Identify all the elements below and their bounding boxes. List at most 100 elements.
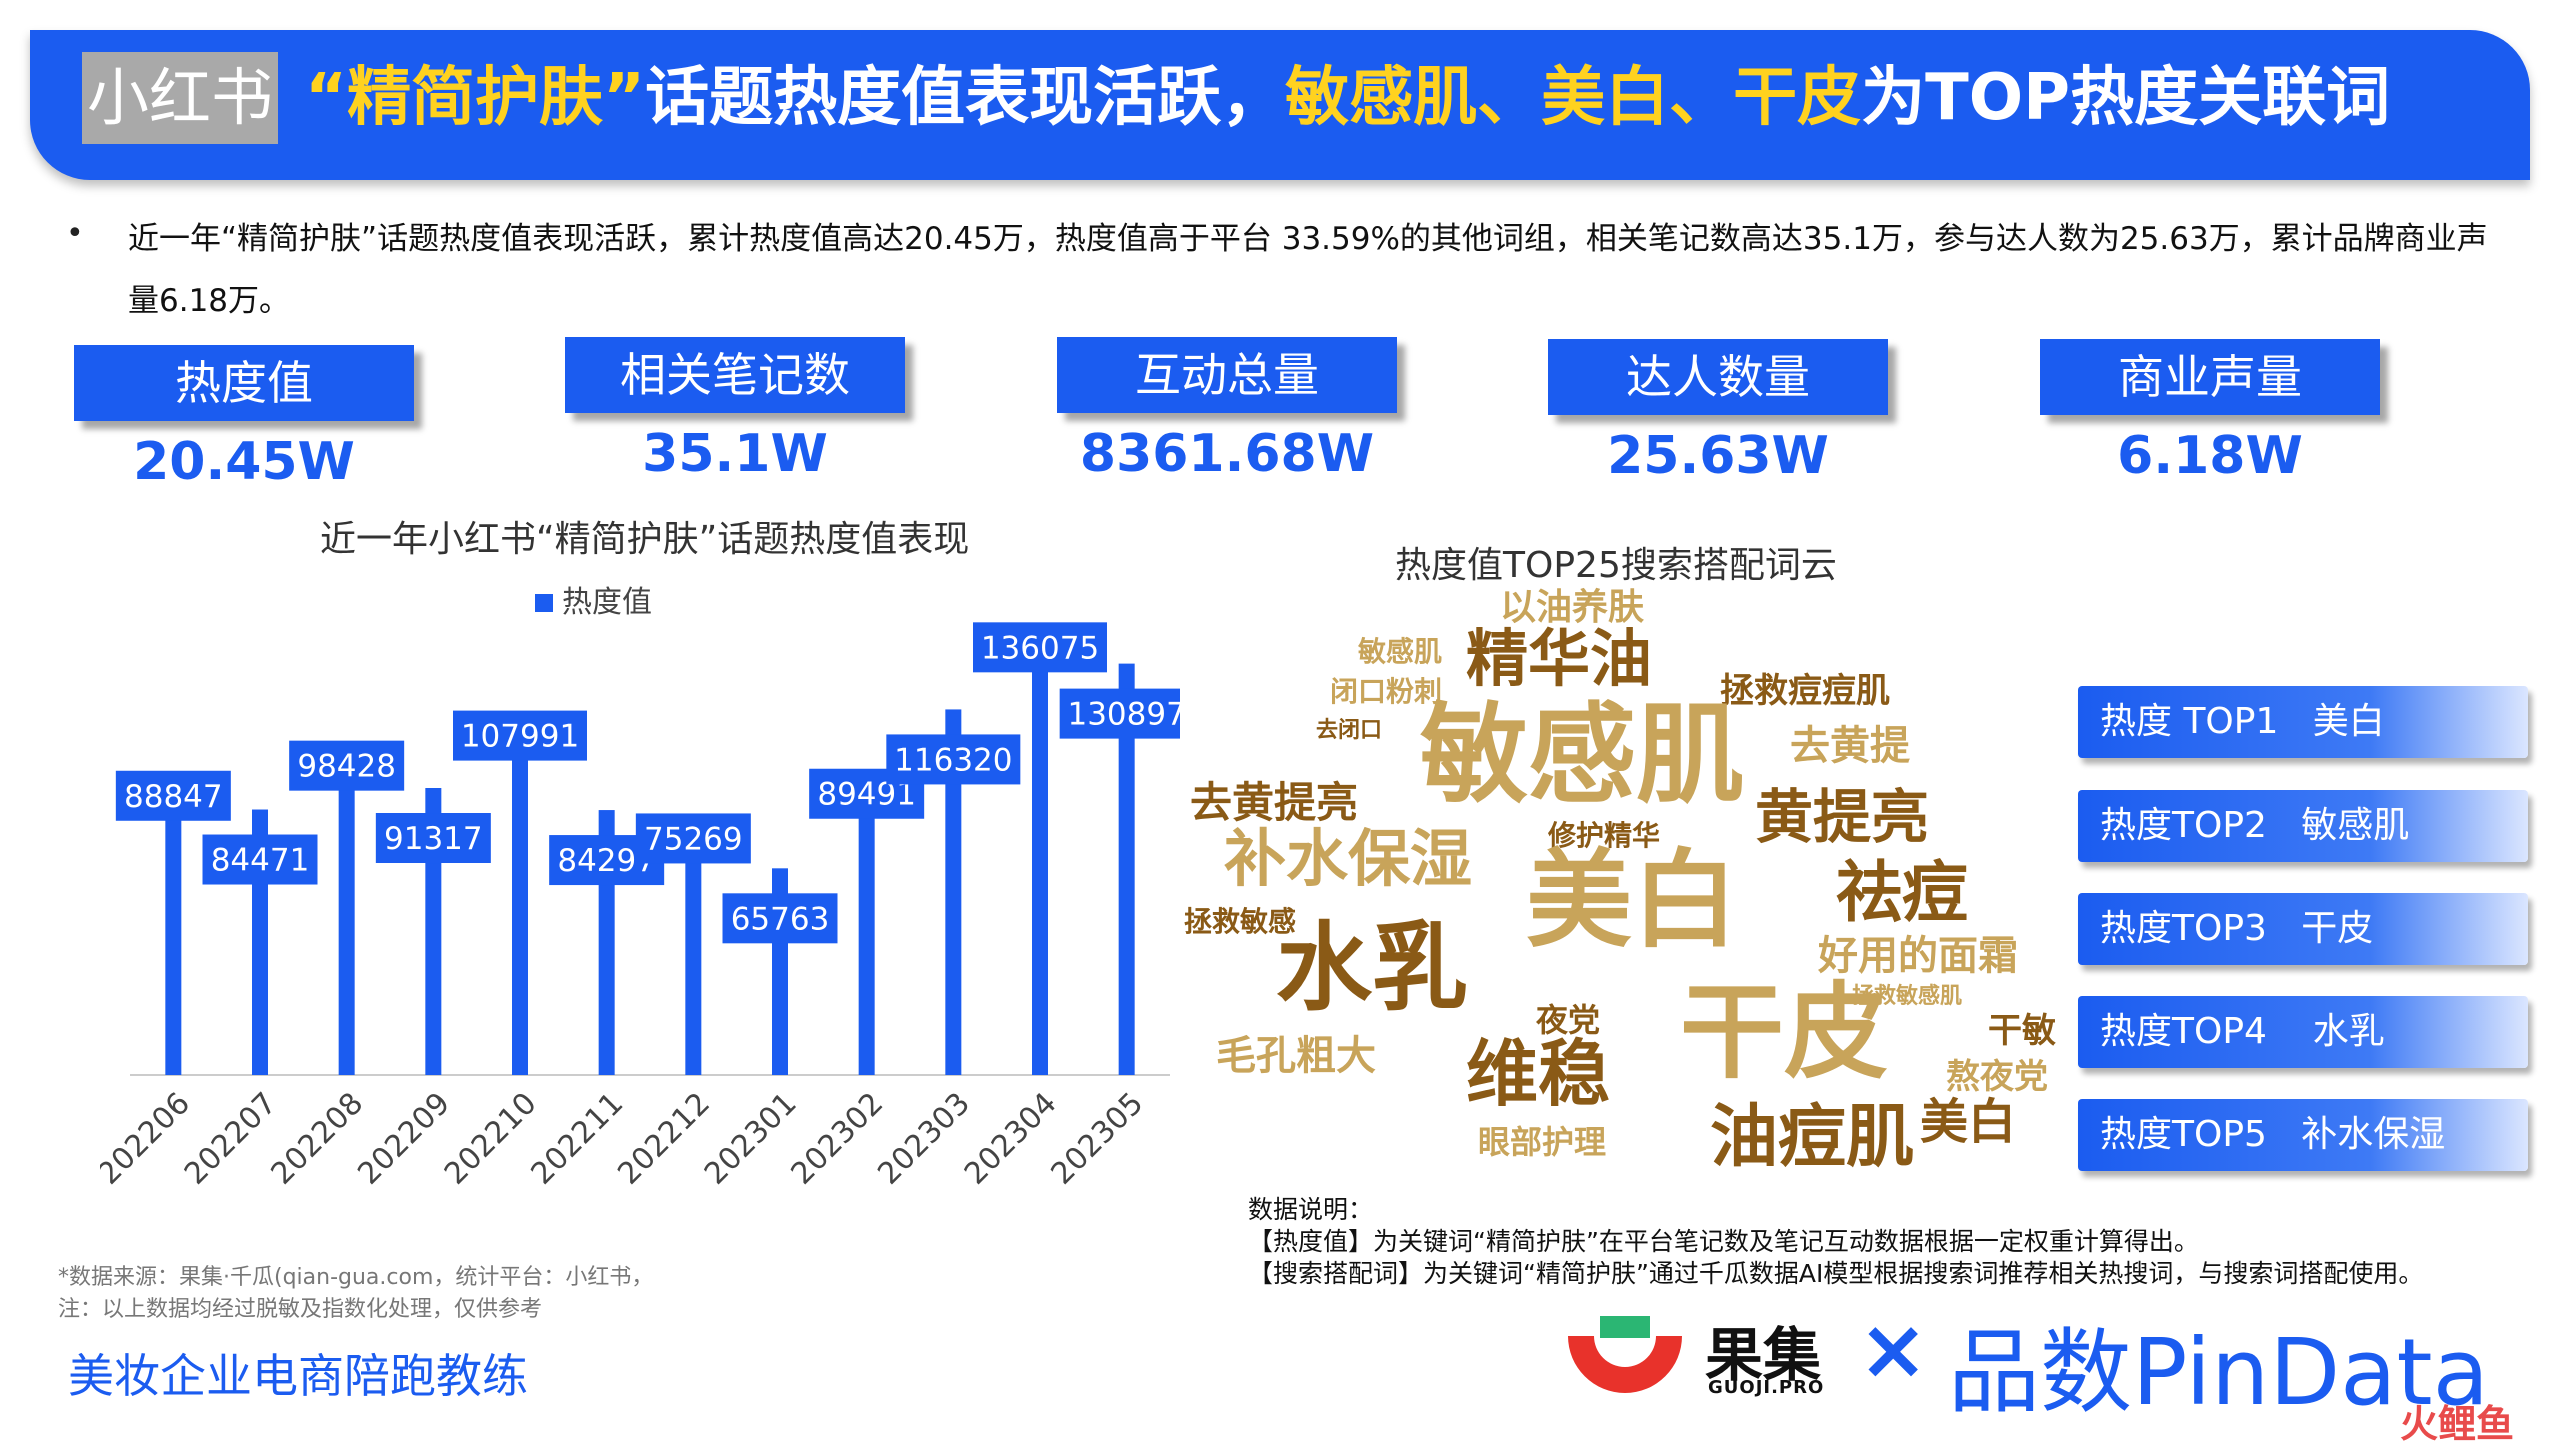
bar-202212 <box>685 838 702 1075</box>
data-label-box-202207 <box>202 834 318 885</box>
kpi-value-notes: 35.1W <box>642 424 828 484</box>
chart-title: 近一年小红书“精简护肤”话题热度值表现 <box>320 519 970 560</box>
data-source: *数据来源：果集·千瓜(qian-gua.com，统计平台：小红书， 注：以上数… <box>58 1262 653 1326</box>
word-22: 熬夜党 <box>1946 1057 2048 1097</box>
data-label-box-202209 <box>375 813 491 864</box>
data-label-box-202304 <box>973 622 1107 673</box>
kpi-value-heat: 20.45W <box>133 432 355 492</box>
data-label-box-202303 <box>886 734 1021 785</box>
legend-label: 热度值 <box>562 585 652 620</box>
word-8: 去黄提亮 <box>1190 778 1359 827</box>
source-line-2: 注：以上数据均经过脱敏及指数化处理，仅供参考 <box>58 1297 543 1322</box>
word-21: 毛孔粗大 <box>1216 1033 1376 1079</box>
data-label-box-202208 <box>289 740 405 791</box>
data-label-202207: 84471 <box>211 843 310 879</box>
word-16: 水乳 <box>1276 912 1468 1024</box>
kpi-value-influencers: 25.63W <box>1607 426 1829 486</box>
bar-202305 <box>1118 663 1135 1075</box>
x-tick-202303: 202303 <box>871 1086 977 1192</box>
data-label-202206: 88847 <box>124 779 223 815</box>
x-tick-202208: 202208 <box>265 1086 371 1192</box>
kpi-label-commercial: 商业声量 <box>2040 339 2380 415</box>
top-keyword-3: 热度TOP3 干皮 <box>2078 893 2528 965</box>
bar-202303 <box>945 709 962 1075</box>
header-banner <box>30 30 2530 180</box>
x-tick-202207: 202207 <box>178 1086 284 1192</box>
page-title: “精简护肤”话题热度值表现活跃，敏感肌、美白、干皮为TOP热度关联词 <box>305 52 2390 144</box>
word-15: 好用的面霜 <box>1818 933 2018 979</box>
x-tick-202210: 202210 <box>438 1086 544 1192</box>
word-23: 维稳 <box>1466 1032 1611 1116</box>
word-25: 油痘肌 <box>1710 1098 1915 1177</box>
footer-slogan: 美妆企业电商陪跑教练 <box>68 1349 528 1403</box>
word-20: 干敏 <box>1988 1011 2056 1051</box>
data-label-202301: 65763 <box>731 901 830 937</box>
word-11: 补水保湿 <box>1224 822 1473 895</box>
kpi-label-interactions: 互动总量 <box>1057 337 1397 413</box>
data-label-202210: 107991 <box>461 719 579 755</box>
data-label-box-202210 <box>453 710 587 761</box>
top-keyword-2: 热度TOP2 敏感肌 <box>2078 790 2528 862</box>
data-label-box-202305 <box>1059 688 1180 739</box>
bar-202206 <box>165 795 182 1075</box>
x-tick-202301: 202301 <box>698 1086 804 1192</box>
legend-swatch <box>535 594 553 612</box>
data-label-202212: 75269 <box>644 821 743 857</box>
data-notes: 数据说明： 【热度值】为关键词“精简护肤”在平台笔记数及笔记互动数据根据一定权重… <box>1248 1194 2423 1290</box>
title-text-1: 话题热度值表现活跃， <box>645 61 1286 135</box>
x-tick-202209: 202209 <box>351 1086 457 1192</box>
top-keyword-4: 热度TOP4 水乳 <box>2078 996 2528 1068</box>
word-3: 闭口粉刺 <box>1330 675 1443 708</box>
x-tick-202211: 202211 <box>525 1086 631 1192</box>
x-tick-202212: 202212 <box>611 1086 717 1192</box>
top-keyword-1: 热度 TOP1 美白 <box>2078 686 2528 758</box>
wordcloud: 以油养肤 敏感肌 精华油 闭口粉刺 拯救痘痘肌 去闭口 敏感肌 去黄提 去黄提亮… <box>1180 590 2060 1190</box>
guoji-logo-icon <box>1568 1316 1682 1393</box>
x-tick-202304: 202304 <box>958 1086 1064 1192</box>
title-text-2: 为TOP热度关联词 <box>1861 61 2391 135</box>
word-4: 拯救痘痘肌 <box>1720 671 1890 711</box>
x-tick-202305: 202305 <box>1045 1086 1151 1192</box>
word-26: 眼部护理 <box>1478 1123 1607 1161</box>
top-keyword-5: 热度TOP5 补水保湿 <box>2078 1099 2528 1171</box>
word-12: 美白 <box>1526 839 1738 962</box>
title-keywords: 敏感肌、美白、干皮 <box>1285 61 1862 135</box>
kpi-label-heat: 热度值 <box>74 345 414 421</box>
word-1: 敏感肌 <box>1358 635 1443 668</box>
notes-line-1: 【热度值】为关键词“精简护肤”在平台笔记数及笔记互动数据根据一定权重计算得出。 <box>1248 1227 2199 1256</box>
source-line-1: *数据来源：果集·千瓜(qian-gua.com，统计平台：小红书， <box>58 1265 654 1290</box>
data-label-202304: 136075 <box>981 630 1099 666</box>
notes-title: 数据说明： <box>1248 1195 1374 1224</box>
data-label-202303: 116320 <box>894 742 1012 778</box>
word-6: 敏感肌 <box>1420 693 1745 818</box>
kpi-label-notes: 相关笔记数 <box>565 337 905 413</box>
brand-tag: 小红书 <box>82 52 278 144</box>
data-label-202305: 130897 <box>1067 697 1180 733</box>
kpi-value-interactions: 8361.68W <box>1079 424 1375 484</box>
data-label-202209: 91317 <box>384 821 483 857</box>
bar-chart: 热度值 88847 202206 84471 202207 98428 202208 9131… <box>100 585 1180 1192</box>
word-10: 修护精华 <box>1548 819 1661 852</box>
x-tick-202206: 202206 <box>100 1086 197 1192</box>
word-18: 夜党 <box>1536 1001 1601 1039</box>
data-label-box-202212 <box>635 813 751 864</box>
word-9: 黄提亮 <box>1755 783 1930 851</box>
word-0: 以油养肤 <box>1500 587 1645 628</box>
summary-text: 近一年“精简护肤”话题热度值表现活跃，累计热度值高达20.45万，热度值高于平台… <box>128 221 2488 319</box>
word-2: 精华油 <box>1466 622 1653 695</box>
pindata-logo: 品数PinData <box>1948 1319 2489 1426</box>
times-icon: × <box>1858 1300 1929 1398</box>
word-5: 去闭口 <box>1316 718 1383 743</box>
summary-bullet: • <box>66 216 84 251</box>
word-19: 干皮 <box>1680 971 1889 1093</box>
word-14: 拯救敏感 <box>1184 905 1297 938</box>
bar-202302 <box>858 793 875 1075</box>
guoji-logo-text: 果集 <box>1705 1321 1822 1389</box>
title-topic: “精简护肤” <box>305 61 646 135</box>
kpi-label-influencers: 达人数量 <box>1548 339 1888 415</box>
data-label-box-202301 <box>722 893 838 944</box>
word-13: 祛痘 <box>1836 854 1968 931</box>
word-24: 美白 <box>1920 1094 2017 1150</box>
watermark: 火鲤鱼 <box>2400 1402 2515 1446</box>
bar-202210 <box>512 735 528 1075</box>
